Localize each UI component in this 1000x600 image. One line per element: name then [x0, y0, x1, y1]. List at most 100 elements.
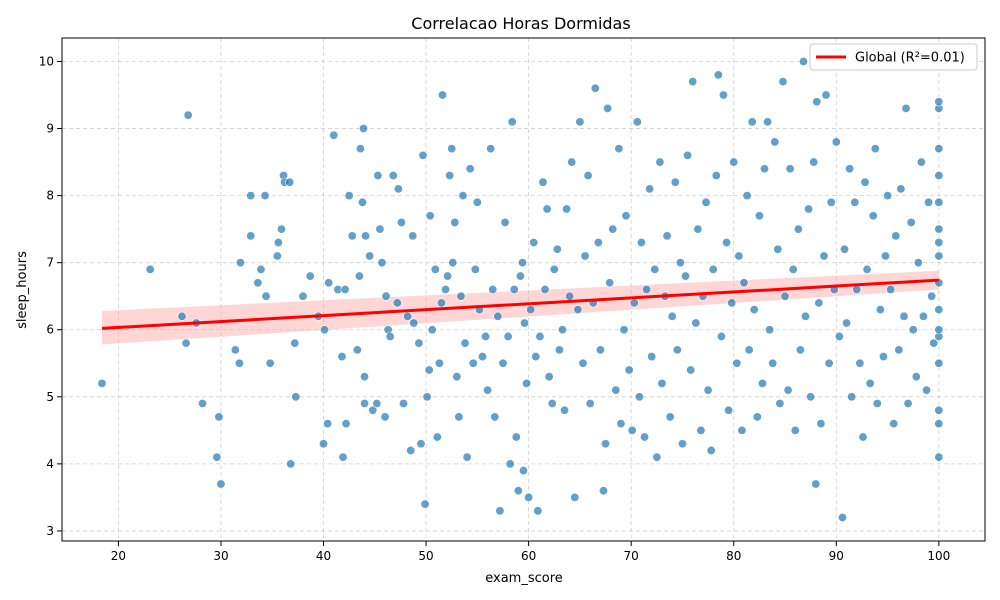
scatter-point [538, 177, 548, 187]
scatter-point [878, 352, 888, 362]
scatter-point [760, 164, 770, 174]
scatter-point [513, 486, 523, 496]
scatter-point [906, 217, 916, 227]
scatter-point [380, 412, 390, 422]
scatter-point [780, 291, 790, 301]
scatter-point [899, 311, 909, 321]
scatter-point [542, 204, 552, 214]
scatter-point [934, 419, 944, 429]
y-tick-label: 4 [46, 457, 54, 471]
x-axis-ticks: 20 30 40 50 60 70 80 90 100 [111, 541, 950, 563]
chart-title: Correlacao Horas Dormidas [411, 14, 630, 33]
scatter-point [458, 191, 468, 201]
scatter-point [891, 231, 901, 241]
scatter-point [183, 110, 193, 120]
scatter-point [511, 432, 521, 442]
scatter-point [647, 352, 657, 362]
x-tick-label: 90 [829, 549, 844, 563]
scatter-point [544, 372, 554, 382]
scatter-point [365, 251, 375, 261]
scatter-point [286, 459, 296, 469]
scatter-point [533, 506, 543, 516]
scatter-point [483, 385, 493, 395]
scatter-point [547, 399, 557, 409]
scatter-point [360, 372, 370, 382]
scatter-point [913, 258, 923, 268]
scatter-point [456, 291, 466, 301]
scatter-point [845, 164, 855, 174]
scatter-point [839, 244, 849, 254]
scatter-point [441, 284, 451, 294]
scatter-point [434, 358, 444, 368]
scatter-point [305, 271, 315, 281]
scatter-point [520, 318, 530, 328]
scatter-point [934, 452, 944, 462]
scatter-point [490, 412, 500, 422]
scatter-point [934, 251, 944, 261]
scatter-point [708, 264, 718, 274]
scatter-point [181, 338, 191, 348]
scatter-point [575, 117, 585, 127]
scatter-point [934, 97, 944, 107]
scatter-point [798, 56, 808, 66]
scatter-point [768, 358, 778, 368]
y-axis-label: sleep_hours [15, 251, 30, 329]
scatter-point [298, 291, 308, 301]
scatter-point [650, 264, 660, 274]
scatter-point [273, 238, 283, 248]
scatter-point [424, 365, 434, 375]
scatter-point [608, 224, 618, 234]
scatter-point [908, 325, 918, 335]
scatter-point [814, 298, 824, 308]
x-tick-label: 40 [316, 549, 331, 563]
scatter-point [355, 144, 365, 154]
scatter-point [924, 197, 934, 207]
scatter-point [881, 251, 891, 261]
scatter-point [683, 150, 693, 160]
scatter-point [216, 479, 226, 489]
scatter-point [507, 117, 517, 127]
scatter-point [565, 291, 575, 301]
scatter-point [409, 318, 419, 328]
scatter-point [667, 311, 677, 321]
scatter-point [737, 425, 747, 435]
scatter-point [368, 405, 378, 415]
scatter-point [540, 284, 550, 294]
scatter-point [517, 258, 527, 268]
y-axis-ticks: 3 4 5 6 7 8 9 10 [39, 54, 62, 538]
scatter-point [399, 399, 409, 409]
scatter-point [524, 492, 534, 502]
scatter-point [886, 284, 896, 294]
scatter-point [934, 197, 944, 207]
scatter-point [470, 264, 480, 274]
scatter-point [97, 378, 107, 388]
scatter-point [361, 231, 371, 241]
scatter-point [338, 452, 348, 462]
scatter-point [578, 358, 588, 368]
scatter-point [488, 284, 498, 294]
scatter-point [549, 264, 559, 274]
scatter-point [515, 271, 525, 281]
legend-box [809, 43, 978, 71]
scatter-point [392, 298, 402, 308]
scatter-point [472, 197, 482, 207]
scatter-point [403, 311, 413, 321]
scatter-point [324, 278, 334, 288]
scatter-point [821, 90, 831, 100]
scatter-point [445, 170, 455, 180]
scatter-point [611, 385, 621, 395]
scatter-point [465, 164, 475, 174]
scatter-point [347, 231, 357, 241]
scatter-point [870, 144, 880, 154]
scatter-point [272, 251, 282, 261]
scatter-point [481, 331, 491, 341]
scatter-point [352, 345, 362, 355]
scatter-point [765, 325, 775, 335]
scatter-point [495, 506, 505, 516]
scatter-point [894, 345, 904, 355]
scatter-point [850, 197, 860, 207]
scatter-point [665, 412, 675, 422]
scatter-point [681, 271, 691, 281]
